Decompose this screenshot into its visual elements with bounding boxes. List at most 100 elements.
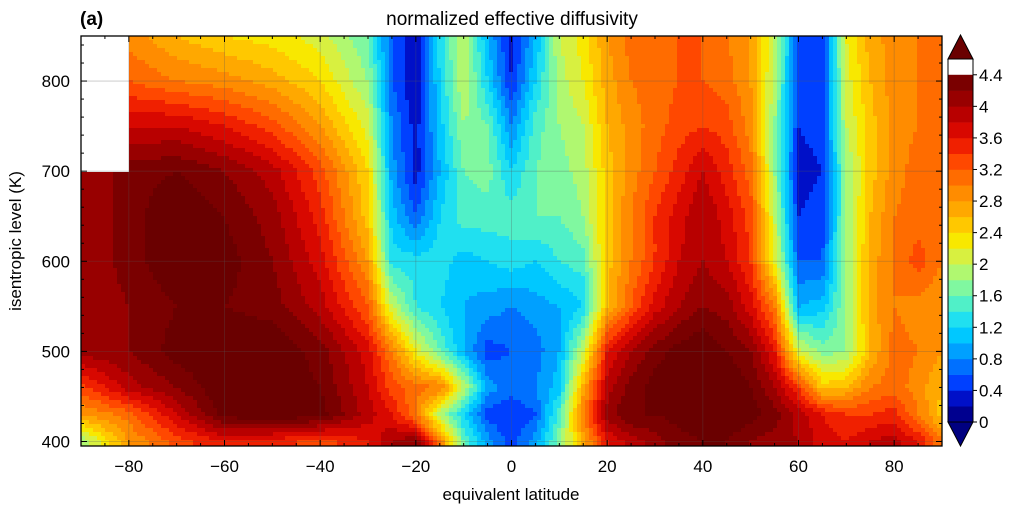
field-cell (357, 64, 362, 69)
field-cell (613, 100, 618, 105)
field-cell (861, 124, 866, 129)
field-cell (745, 112, 750, 117)
field-cell (209, 120, 214, 125)
field-cell (453, 36, 458, 41)
field-cell (785, 68, 790, 73)
field-cell (429, 100, 434, 105)
field-cell (657, 36, 662, 41)
field-cell (381, 96, 386, 101)
field-cell (693, 100, 698, 105)
field-cell (409, 64, 414, 69)
field-cell (765, 60, 770, 65)
field-cell (785, 100, 790, 105)
field-cell (365, 64, 370, 69)
field-cell (737, 120, 742, 125)
field-cell (221, 64, 226, 69)
field-cell (333, 48, 338, 53)
field-cell (189, 44, 194, 49)
field-cell (665, 104, 670, 109)
field-cell (197, 132, 202, 137)
field-cell (453, 88, 458, 93)
field-cell (765, 44, 770, 49)
field-cell (589, 100, 594, 105)
field-cell (181, 56, 186, 61)
field-cell (753, 96, 758, 101)
field-cell (581, 56, 586, 61)
field-cell (185, 84, 190, 89)
field-cell (177, 124, 182, 129)
field-cell (577, 36, 582, 41)
field-cell (785, 124, 790, 129)
field-cell (129, 44, 134, 49)
field-cell (797, 44, 802, 49)
field-cell (721, 68, 726, 73)
field-cell (817, 80, 822, 85)
field-cell (533, 60, 538, 65)
field-cell (857, 92, 862, 97)
field-cell (825, 36, 830, 41)
field-cell (365, 52, 370, 57)
field-cell (457, 52, 462, 57)
field-cell (313, 40, 318, 45)
field-cell (373, 56, 378, 61)
field-cell (833, 124, 838, 129)
field-cell (685, 48, 690, 53)
field-cell (345, 48, 350, 53)
field-cell (681, 120, 686, 125)
field-cell (549, 104, 554, 109)
field-cell (533, 52, 538, 57)
field-cell (253, 108, 258, 113)
field-cell (573, 48, 578, 53)
field-cell (173, 40, 178, 45)
field-cell (541, 52, 546, 57)
field-cell (193, 132, 198, 137)
field-cell (225, 96, 230, 101)
field-cell (829, 40, 834, 45)
field-cell (801, 64, 806, 69)
field-cell (801, 76, 806, 81)
field-cell (641, 36, 646, 41)
field-cell (933, 60, 938, 65)
field-cell (837, 56, 842, 61)
field-cell (793, 80, 798, 85)
field-cell (857, 48, 862, 53)
field-cell (293, 92, 298, 97)
field-cell (809, 76, 814, 81)
field-cell (657, 76, 662, 81)
field-cell (861, 72, 866, 77)
field-cell (781, 96, 786, 101)
field-cell (785, 84, 790, 89)
field-cell (665, 40, 670, 45)
field-cell (741, 52, 746, 57)
field-cell (209, 128, 214, 133)
field-cell (169, 120, 174, 125)
field-cell (917, 124, 922, 129)
field-cell (877, 92, 882, 97)
field-cell (565, 76, 570, 81)
field-cell (249, 48, 254, 53)
field-cell (673, 108, 678, 113)
field-cell (533, 48, 538, 53)
field-cell (673, 72, 678, 77)
field-cell (741, 84, 746, 89)
field-cell (453, 68, 458, 73)
field-cell (441, 96, 446, 101)
field-cell (129, 96, 134, 101)
field-cell (241, 48, 246, 53)
field-cell (421, 124, 426, 129)
field-cell (793, 108, 798, 113)
field-cell (325, 128, 330, 133)
field-cell (697, 68, 702, 73)
field-cell (169, 40, 174, 45)
field-cell (585, 48, 590, 53)
field-cell (805, 64, 810, 69)
field-cell (517, 100, 522, 105)
field-cell (333, 40, 338, 45)
field-cell (877, 112, 882, 117)
field-cell (857, 72, 862, 77)
field-cell (861, 40, 866, 45)
field-cell (333, 72, 338, 77)
field-cell (693, 40, 698, 45)
field-cell (637, 48, 642, 53)
field-cell (357, 52, 362, 57)
